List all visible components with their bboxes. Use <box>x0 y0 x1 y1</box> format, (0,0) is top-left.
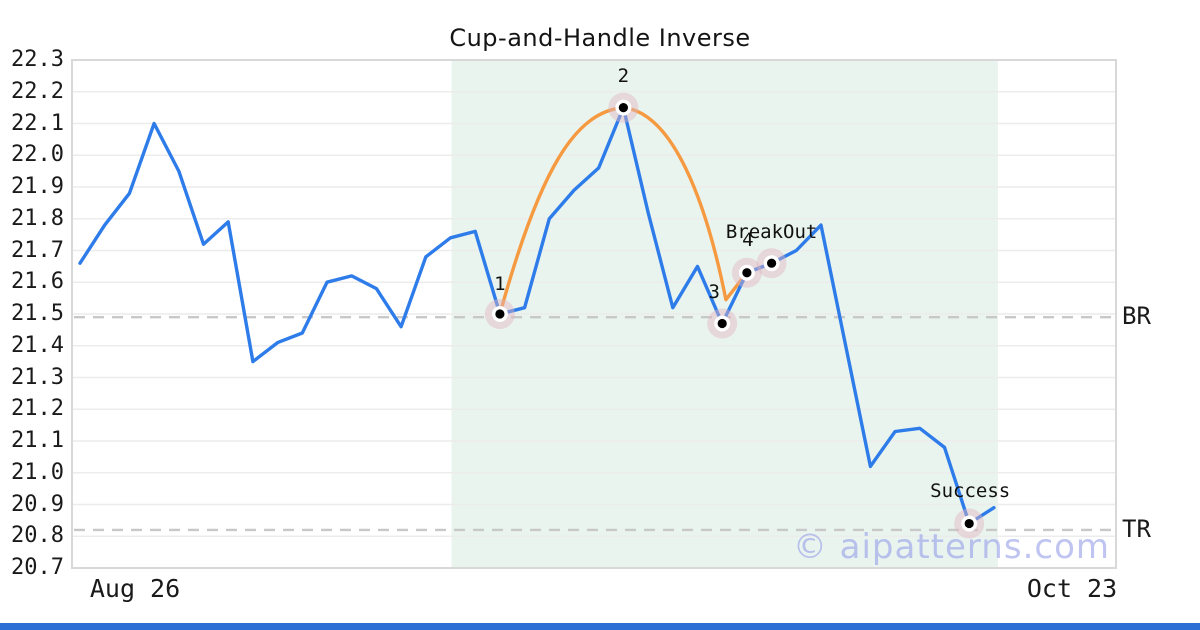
y-tick-label: 22.0 <box>11 142 64 168</box>
y-tick-label: 21.5 <box>11 301 64 326</box>
pattern-point-marker <box>608 92 639 123</box>
marker-label-2: 2 <box>617 64 630 87</box>
pattern-point-marker <box>484 299 515 329</box>
marker-label-1: 1 <box>494 273 506 295</box>
y-tick-label: 21.9 <box>11 174 64 199</box>
pattern-point-marker <box>756 248 787 279</box>
marker-label-breakout: BreakOut <box>725 221 818 244</box>
y-tick-label: 20.8 <box>11 523 64 549</box>
price-line <box>78 105 996 526</box>
pattern-point-marker <box>707 308 738 339</box>
marker-label-success: Success <box>930 479 1011 502</box>
y-tick-label: 21.1 <box>11 428 64 453</box>
x-tick-start-date: Aug 26 <box>89 574 181 603</box>
plot-border <box>71 59 1117 569</box>
y-tick-label: 20.9 <box>11 491 64 517</box>
breakout-level-label: BR <box>1122 302 1151 331</box>
y-tick-label: 21.4 <box>11 332 64 358</box>
y-tick-label: 21.3 <box>11 364 64 390</box>
y-tick-label: 22.1 <box>11 110 64 136</box>
x-tick-end-date: Oct 23 <box>1026 574 1118 603</box>
chart-title: Cup-and-Handle Inverse <box>449 24 751 52</box>
pattern-point-marker <box>954 508 985 539</box>
marker-label-4: 4 <box>742 228 754 251</box>
y-tick-label: 21.7 <box>11 237 64 263</box>
y-tick-label: 22.2 <box>11 78 64 104</box>
y-tick-label: 21.2 <box>11 396 64 422</box>
target-level-label: TR <box>1122 514 1151 543</box>
y-tick-label: 21.6 <box>11 269 64 295</box>
pattern-point-marker <box>731 257 762 288</box>
y-tick-label: 21.0 <box>11 459 64 485</box>
y-tick-label: 22.3 <box>11 47 64 72</box>
y-tick-label: 21.8 <box>11 205 64 231</box>
bottom-accent-bar <box>0 623 1200 630</box>
y-tick-label: 20.7 <box>11 555 64 580</box>
marker-label-3: 3 <box>708 280 720 303</box>
watermark: © aipatterns.com <box>792 527 1110 567</box>
